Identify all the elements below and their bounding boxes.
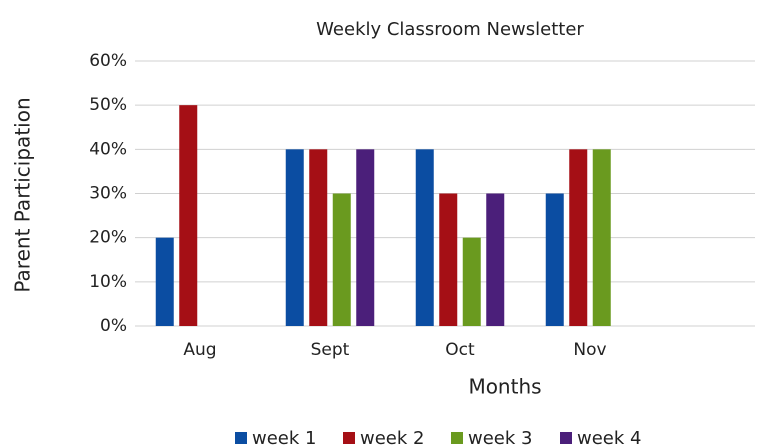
legend-label: week 2 [360, 428, 424, 448]
bar [415, 149, 434, 326]
legend-swatch [235, 432, 247, 444]
bar [332, 193, 351, 326]
y-tick-label: 10% [89, 272, 127, 292]
y-tick-label: 50% [89, 95, 127, 115]
bar [439, 193, 458, 326]
legend-swatch [343, 432, 355, 444]
bar [462, 237, 481, 326]
x-tick-label: Nov [573, 340, 606, 360]
x-tick-label: Aug [183, 340, 216, 360]
y-tick-label: 0% [100, 316, 127, 336]
bar [155, 237, 174, 326]
legend-label: week 3 [468, 428, 532, 448]
bar [309, 149, 328, 326]
bar [285, 149, 304, 326]
legend-swatch [451, 432, 463, 444]
x-axis-label: Months [468, 375, 541, 399]
y-tick-label: 30% [89, 184, 127, 204]
bar [179, 105, 198, 327]
chart-title: Weekly Classroom Newsletter [316, 19, 584, 40]
bar [356, 149, 375, 326]
legend-label: week 1 [252, 428, 316, 448]
bar [592, 149, 611, 326]
bar [486, 193, 505, 326]
y-axis-label: Parent Participation [11, 97, 35, 292]
x-tick-label: Sept [311, 340, 350, 360]
legend-swatch [560, 432, 572, 444]
x-tick-label: Oct [445, 340, 475, 360]
y-tick-label: 60% [89, 51, 127, 71]
bar [569, 149, 588, 326]
bar [545, 193, 564, 326]
y-tick-label: 20% [89, 228, 127, 248]
legend-label: week 4 [577, 428, 641, 448]
y-tick-label: 40% [89, 139, 127, 159]
